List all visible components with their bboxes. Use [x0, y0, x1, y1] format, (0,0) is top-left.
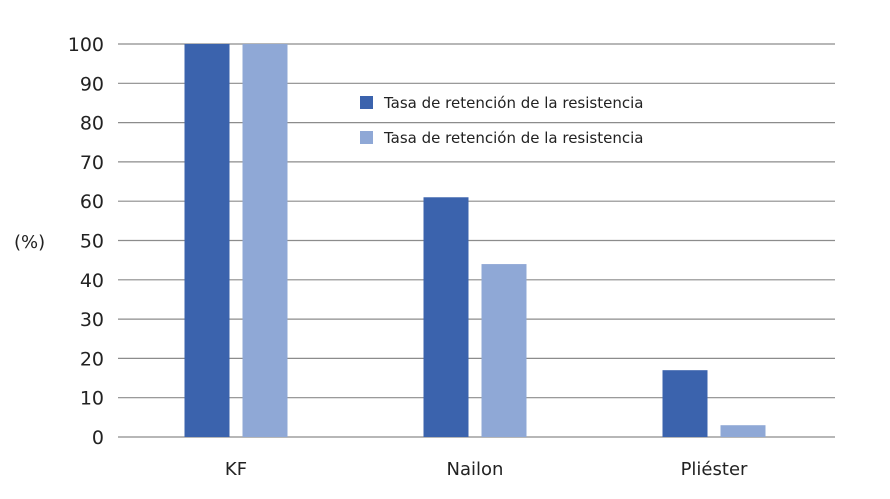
y-tick-label: 10 — [80, 388, 104, 410]
legend-label: Tasa de retención de la resistencia — [383, 94, 643, 112]
y-tick-label: 100 — [68, 34, 104, 56]
y-tick-label: 30 — [80, 309, 104, 331]
gridlines — [118, 43, 835, 438]
y-tick-label: 20 — [80, 348, 104, 370]
y-tick-label: 50 — [80, 231, 104, 253]
bar-2-pliéster — [720, 425, 766, 437]
bars — [184, 44, 766, 437]
legend: Tasa de retención de la resistencia Tasa … — [360, 94, 643, 147]
bar-1-kf — [184, 44, 230, 437]
y-tick-label: 60 — [80, 191, 104, 213]
y-tick-label: 90 — [80, 73, 104, 95]
x-category-label: Pliéster — [681, 459, 748, 480]
y-axis-label: (%) — [14, 232, 45, 253]
y-axis-ticks: 0 10 20 30 40 50 60 70 80 90 100 — [68, 34, 104, 449]
y-tick-label: 70 — [80, 152, 104, 174]
y-tick-label: 0 — [92, 427, 104, 449]
legend-label: Tasa de retención de la resistencia — [383, 129, 643, 147]
x-axis-categories: KF Nailon Pliéster — [225, 459, 748, 480]
y-tick-label: 40 — [80, 270, 104, 292]
legend-swatch — [360, 96, 373, 109]
bar-1-nailon — [423, 197, 469, 437]
bar-2-nailon — [481, 264, 527, 437]
bar-1-pliéster — [662, 370, 708, 437]
x-category-label: Nailon — [447, 459, 504, 480]
legend-swatch — [360, 131, 373, 144]
bar-2-kf — [242, 44, 288, 437]
x-category-label: KF — [225, 459, 247, 480]
y-tick-label: 80 — [80, 113, 104, 135]
